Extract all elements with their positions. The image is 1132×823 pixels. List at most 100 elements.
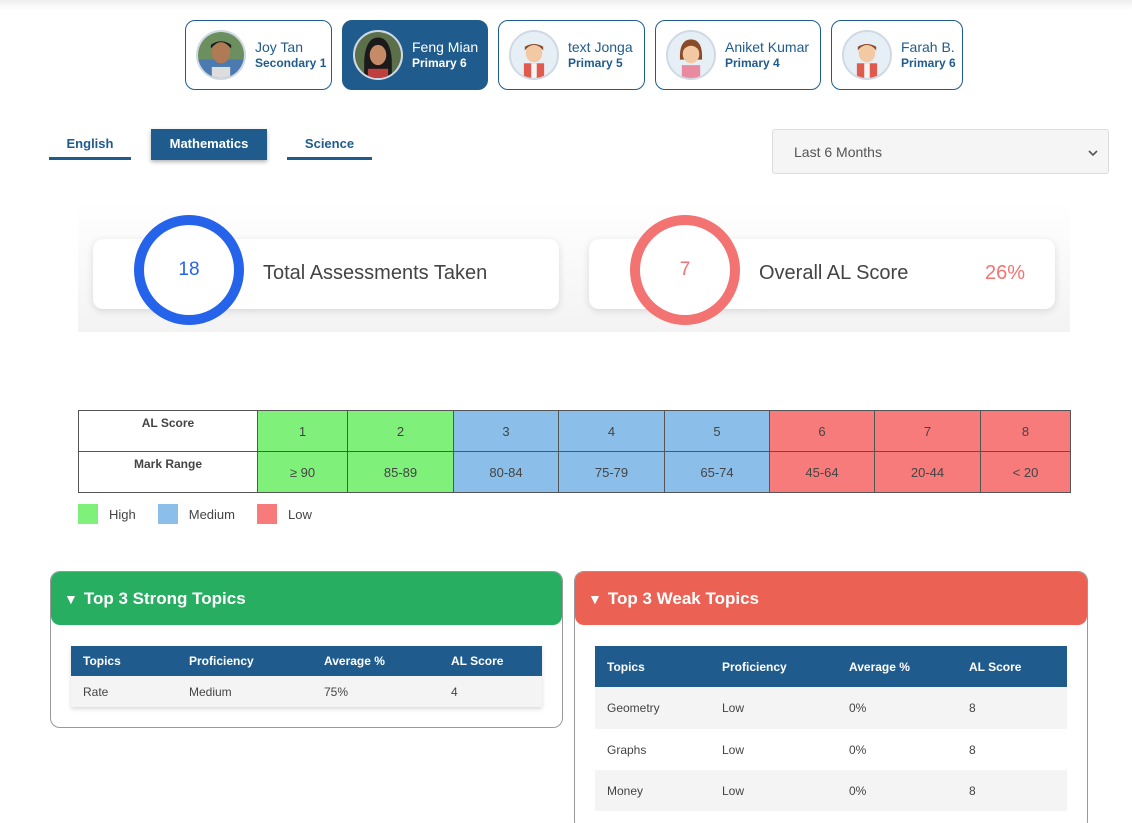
student-level: Primary 6 xyxy=(901,56,956,70)
mark-range-cell: 20-44 xyxy=(874,451,981,493)
table-cell: 8 xyxy=(969,783,976,798)
assessments-ring: 18 xyxy=(134,215,244,325)
mark-range-cell: < 20 xyxy=(980,451,1071,493)
table-cell: Geometry xyxy=(607,701,660,715)
assessments-count: 18 xyxy=(178,259,200,280)
table-cell: 0% xyxy=(849,701,867,715)
table-header-row: Topics Proficiency Average % AL Score xyxy=(595,646,1067,687)
student-card-joy-tan[interactable]: Joy Tan Secondary 1 xyxy=(185,20,332,90)
column-header: Topics xyxy=(71,646,177,676)
period-select-value: Last 6 Months xyxy=(794,143,882,160)
table-row: Money Low 0% 8 xyxy=(595,770,1067,811)
al-score-percent: 26% xyxy=(985,262,1026,284)
weak-topics-table: Topics Proficiency Average % AL Score Ge… xyxy=(595,646,1067,811)
student-card-farah-b[interactable]: Farah B. Primary 6 xyxy=(831,20,963,90)
avatar-girl-icon xyxy=(666,30,716,80)
period-select[interactable]: Last 6 Months xyxy=(772,129,1109,174)
tab-english[interactable]: English xyxy=(49,129,131,160)
column-header: Average % xyxy=(312,646,439,676)
table-cell: Graphs xyxy=(607,742,647,757)
al-score-ring: 7 xyxy=(630,215,740,325)
weak-topics-panel: ▼ Top 3 Weak Topics Topics Proficiency A… xyxy=(574,571,1088,823)
student-card-aniket-kumar[interactable]: Aniket Kumar Primary 4 xyxy=(655,20,821,90)
legend-item-low: Low xyxy=(257,504,312,524)
tab-science[interactable]: Science xyxy=(287,129,372,160)
assessments-label: Total Assessments Taken xyxy=(263,262,488,284)
mark-range-cell: 85-89 xyxy=(347,451,454,493)
table-row: Rate Medium 75% 4 xyxy=(71,676,542,707)
legend-swatch-medium xyxy=(157,504,178,524)
table-cell: 0% xyxy=(849,742,867,757)
tab-mathematics[interactable]: Mathematics xyxy=(151,129,267,160)
top-shade xyxy=(0,0,1132,10)
legend-label-medium: Medium xyxy=(188,506,235,522)
chevron-down-icon xyxy=(1088,144,1098,160)
al-score-cell: 2 xyxy=(347,410,454,452)
legend-item-medium: Medium xyxy=(157,504,235,524)
table-row: Geometry Low 0% 8 xyxy=(595,687,1067,729)
avatar-boy-icon xyxy=(509,30,559,80)
strong-topics-header[interactable]: ▼ Top 3 Strong Topics xyxy=(51,572,562,625)
mark-range-cell: 75-79 xyxy=(558,451,665,493)
stat-card-al-score: 7 Overall AL Score 26% xyxy=(589,215,1055,325)
legend-swatch-low xyxy=(257,504,277,524)
avatar-boy-icon xyxy=(842,30,892,80)
legend-label-low: Low xyxy=(288,506,312,522)
stat-card-assessments: 18 Total Assessments Taken xyxy=(93,215,559,325)
student-name: Aniket Kumar xyxy=(725,39,810,55)
mark-range-row: Mark Range ≥ 90 85-89 80-84 75-79 65-74 … xyxy=(78,451,1071,493)
al-score-cell: 7 xyxy=(874,410,981,452)
student-level: Primary 6 xyxy=(412,56,467,70)
weak-topics-header[interactable]: ▼ Top 3 Weak Topics xyxy=(575,572,1087,625)
al-score-cell: 5 xyxy=(664,410,770,452)
al-score-cell: 6 xyxy=(769,410,875,452)
al-score-row-label: AL Score xyxy=(78,410,258,452)
student-card-text-jonga[interactable]: text Jonga Primary 5 xyxy=(498,20,645,90)
mark-range-cell: 65-74 xyxy=(664,451,770,493)
al-score-cell: 1 xyxy=(257,410,348,452)
al-score-value: 7 xyxy=(679,259,691,280)
strong-topics-panel: ▼ Top 3 Strong Topics Topics Proficiency… xyxy=(50,571,563,728)
student-name: Farah B. xyxy=(901,39,955,55)
table-cell: Low xyxy=(722,783,745,798)
student-selector: Joy Tan Secondary 1 Feng Mian Primary 6 … xyxy=(185,20,963,90)
al-score-table: AL Score 1 2 3 4 5 6 7 8 Mark Range ≥ 90… xyxy=(78,410,1071,493)
avatar-photo-icon xyxy=(353,30,403,80)
al-score-cell: 8 xyxy=(980,410,1071,452)
table-cell: 0% xyxy=(849,783,867,798)
table-cell: Low xyxy=(722,742,745,757)
strong-topics-title: Top 3 Strong Topics xyxy=(83,588,246,608)
student-level: Primary 5 xyxy=(568,56,623,70)
mark-range-row-label: Mark Range xyxy=(78,451,258,493)
legend-item-high: High xyxy=(78,504,136,524)
al-score-label: Overall AL Score xyxy=(759,262,909,284)
table-cell: 75% xyxy=(324,684,349,699)
student-level: Primary 4 xyxy=(725,56,780,70)
legend-swatch-high xyxy=(78,504,98,524)
column-header: Proficiency xyxy=(710,646,837,687)
student-name: text Jonga xyxy=(568,39,633,55)
table-cell: 4 xyxy=(451,684,458,699)
al-score-row: AL Score 1 2 3 4 5 6 7 8 xyxy=(78,410,1071,452)
proficiency-legend: High Medium Low xyxy=(78,504,334,524)
table-cell: Rate xyxy=(83,684,109,699)
collapse-triangle-icon: ▼ xyxy=(64,590,78,607)
table-header-row: Topics Proficiency Average % AL Score xyxy=(71,646,542,676)
student-card-feng-mian[interactable]: Feng Mian Primary 6 xyxy=(342,20,488,90)
legend-label-high: High xyxy=(109,506,136,522)
al-score-cell: 4 xyxy=(558,410,665,452)
column-header: Topics xyxy=(595,646,710,687)
table-cell: 8 xyxy=(969,742,976,757)
column-header: AL Score xyxy=(957,646,1067,687)
student-name: Joy Tan xyxy=(255,39,303,55)
avatar-photo-icon xyxy=(196,30,246,80)
al-score-cell: 3 xyxy=(453,410,559,452)
mark-range-cell: ≥ 90 xyxy=(257,451,348,493)
table-cell: Money xyxy=(607,783,644,798)
strong-topics-table: Topics Proficiency Average % AL Score Ra… xyxy=(71,646,542,707)
collapse-triangle-icon: ▼ xyxy=(588,590,602,607)
table-cell: Medium xyxy=(189,684,232,699)
mark-range-cell: 80-84 xyxy=(453,451,559,493)
mark-range-cell: 45-64 xyxy=(769,451,875,493)
table-cell: Low xyxy=(722,701,745,715)
